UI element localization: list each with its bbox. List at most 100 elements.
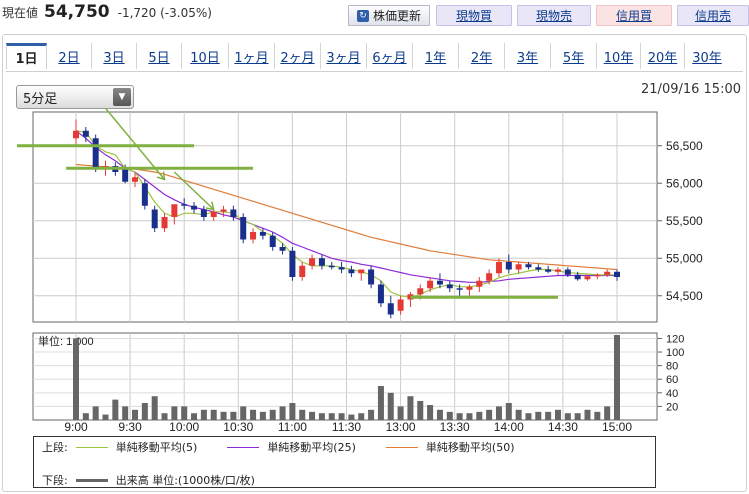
candle-body [515,264,522,270]
legend-volume-label: 出来高 単位:(1000株/口/枚) [115,474,255,487]
price-tick-label: 55,000 [666,251,703,265]
volume-bar [112,399,119,420]
volume-bar [407,396,414,420]
candle-body [495,262,502,274]
period-tabs: 1日 2日 3日 5日 10日 1ヶ月 2ヶ月 3ヶ月 6ヶ月 1年 2年 3年… [6,43,729,71]
tab-1d[interactable]: 1日 [6,43,47,69]
x-tick-label: 11:30 [332,420,361,434]
candle-body [505,262,512,270]
volume-bar [554,409,561,420]
tab-2d[interactable]: 2日 [47,43,92,69]
tab-10d[interactable]: 10日 [182,43,229,69]
x-tick-label: 10:00 [169,420,199,434]
candle-body [318,258,325,266]
legend-sma5-label: 単純移動平均(5) [115,441,198,454]
candle-body [387,303,394,315]
candle-body [348,269,355,274]
volume-bar [92,406,99,420]
price-tick-label: 56,000 [666,176,703,190]
tab-5y[interactable]: 5年 [551,43,597,69]
volume-bar [122,406,129,420]
chevron-down-icon[interactable]: ▼ [113,88,131,106]
volume-bar [584,409,591,420]
volume-bar [436,409,443,420]
volume-bar [446,411,453,420]
x-tick-label: 9:30 [118,420,142,434]
volume-bar [299,409,306,420]
candle-body [614,271,620,277]
candle-body [269,235,276,247]
legend-upper-label: 上段: [42,441,68,454]
legend-sma50: 単純移動平均(50) [378,439,515,455]
volume-bar [515,409,522,420]
tab-30y[interactable]: 30年 [692,50,722,66]
legend-sma50-label: 単純移動平均(50) [425,441,515,454]
tab-10y[interactable]: 10年 [597,43,641,69]
candle-body [309,258,316,266]
volume-bar [495,406,502,420]
annotation-arrowhead [156,171,166,181]
interval-select[interactable]: 5分足 ▼ [16,85,134,109]
volume-bar [525,413,532,420]
volume-bar [181,406,188,420]
volume-bar [269,409,276,420]
refresh-price-label: 株価更新 [372,9,421,23]
annotation-arrow [173,171,215,211]
spot-sell-button[interactable]: 現物売 [517,5,591,26]
x-tick-label: 11:00 [278,420,307,434]
current-price-label: 現在値 [2,6,39,20]
volume-bar [368,409,375,420]
tab-1m[interactable]: 1ヶ月 [229,43,275,69]
candle-body [476,280,483,287]
candle-body [397,299,404,311]
candle-body [161,217,168,229]
volume-bar [141,403,148,420]
sma25-line [75,130,617,283]
x-tick-label: 15:00 [602,420,632,434]
volume-bar [259,411,266,420]
tab-20y[interactable]: 20年 [641,43,685,69]
candle-body [594,274,601,277]
legend-sma25: 単純移動平均(25) [219,439,356,455]
tab-2y[interactable]: 2年 [459,43,505,69]
candle-body [230,209,237,217]
volume-bar [505,403,512,420]
volume-bar [486,409,493,420]
candle-body [259,232,266,236]
legend-sma25-label: 単純移動平均(25) [267,441,356,454]
candle-body [171,204,178,217]
candle-body [279,247,286,251]
candle-body [141,183,148,206]
volume-tick-label: 60 [666,374,678,386]
volume-bar [132,409,139,420]
tab-5d[interactable]: 5日 [137,43,182,69]
legend-sma5-line [75,446,108,448]
volume-tick-label: 100 [666,347,684,359]
candle-body [92,138,99,169]
price-change: -1,720 (-3.05%) [117,6,212,20]
volume-bar [102,414,109,420]
tab-3m[interactable]: 3ヶ月 [321,43,367,69]
tab-1y[interactable]: 1年 [413,43,459,69]
refresh-icon: ↻ [356,9,369,22]
volume-bar [397,406,404,420]
chart-datetime: 21/09/16 15:00 [641,82,741,97]
spot-buy-button[interactable]: 現物買 [436,5,512,26]
volume-bar [289,403,296,420]
volume-bar [171,406,178,420]
tab-6m[interactable]: 6ヶ月 [367,43,413,69]
margin-sell-button[interactable]: 信用売 [677,5,749,26]
legend-sma50-line [385,446,418,448]
tab-2m[interactable]: 2ヶ月 [275,43,321,69]
margin-buy-button[interactable]: 信用買 [596,5,672,26]
volume-unit-label: 単位: 1,000 [38,334,94,348]
tab-3y[interactable]: 3年 [505,43,551,69]
volume-bar [240,406,247,420]
volume-tick-label: 20 [666,401,678,413]
tab-3d[interactable]: 3日 [92,43,137,69]
candle-body [210,211,217,217]
interval-select-value: 5分足 [23,91,58,107]
candle-body [436,280,443,285]
volume-bar [614,335,620,420]
refresh-price-button[interactable]: ↻ 株価更新 [348,5,430,26]
